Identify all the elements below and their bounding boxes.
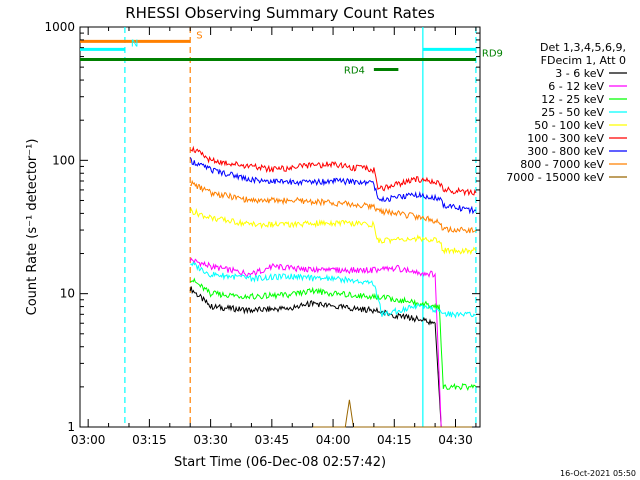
legend-entry-label: 25 - 50 keV (541, 106, 604, 119)
x-tick-label: 04:00 (316, 433, 351, 447)
series-line (189, 179, 477, 234)
flag-label: S (196, 30, 202, 41)
legend-entry-label: 800 - 7000 keV (520, 158, 604, 171)
legend-header: Det 1,3,4,5,6,9, (540, 41, 626, 54)
x-tick-label: 04:15 (377, 433, 412, 447)
y-tick-label: 1000 (44, 20, 75, 34)
legend-entry-label: 7000 - 15000 keV (506, 171, 604, 184)
plot-area: S N RD9 RD4 (80, 27, 503, 428)
plot-frame (79, 26, 481, 428)
legend-entry-label: 12 - 25 keV (541, 93, 604, 106)
timestamp: 16-Oct-2021 05:50 (560, 469, 636, 478)
legend-entry-label: 3 - 6 keV (555, 67, 604, 80)
series-line (189, 277, 477, 392)
series-line (189, 157, 477, 215)
flag-label: N (131, 38, 138, 49)
series-line (189, 257, 442, 428)
x-tick-label: 03:45 (255, 433, 290, 447)
y-tick-label: 1 (67, 420, 75, 434)
series-line (189, 286, 442, 428)
legend-entry-label: 6 - 12 keV (548, 80, 604, 93)
chart-title: RHESSI Observing Summary Count Rates (125, 4, 435, 22)
x-tick-label: 03:00 (71, 433, 106, 447)
axes: 1 10 100 1000 03:00 03:15 03:30 03:45 04:00 04:15… (44, 20, 480, 447)
legend-header: FDecim 1, Att 0 (541, 54, 626, 67)
flag-label: RD4 (344, 66, 365, 77)
series-line (189, 207, 477, 256)
y-tick-label: 10 (60, 287, 75, 301)
y-axis-label: Count Rate (s⁻¹ detector⁻¹) (25, 139, 40, 316)
series-line (190, 260, 477, 319)
x-tick-label: 03:15 (132, 433, 167, 447)
legend: Det 1,3,4,5,6,9,FDecim 1, Att 03 - 6 keV… (506, 41, 627, 184)
legend-entry-label: 50 - 100 keV (534, 119, 604, 132)
series-line (190, 145, 477, 197)
x-tick-label: 04:30 (438, 433, 473, 447)
x-axis-label: Start Time (06-Dec-08 02:57:42) (174, 455, 386, 470)
y-tick-label: 100 (52, 153, 75, 167)
x-tick-label: 03:30 (193, 433, 228, 447)
legend-entry-label: 100 - 300 keV (527, 132, 604, 145)
legend-entry-label: 300 - 800 keV (527, 145, 604, 158)
flag-label: RD9 (482, 49, 503, 60)
